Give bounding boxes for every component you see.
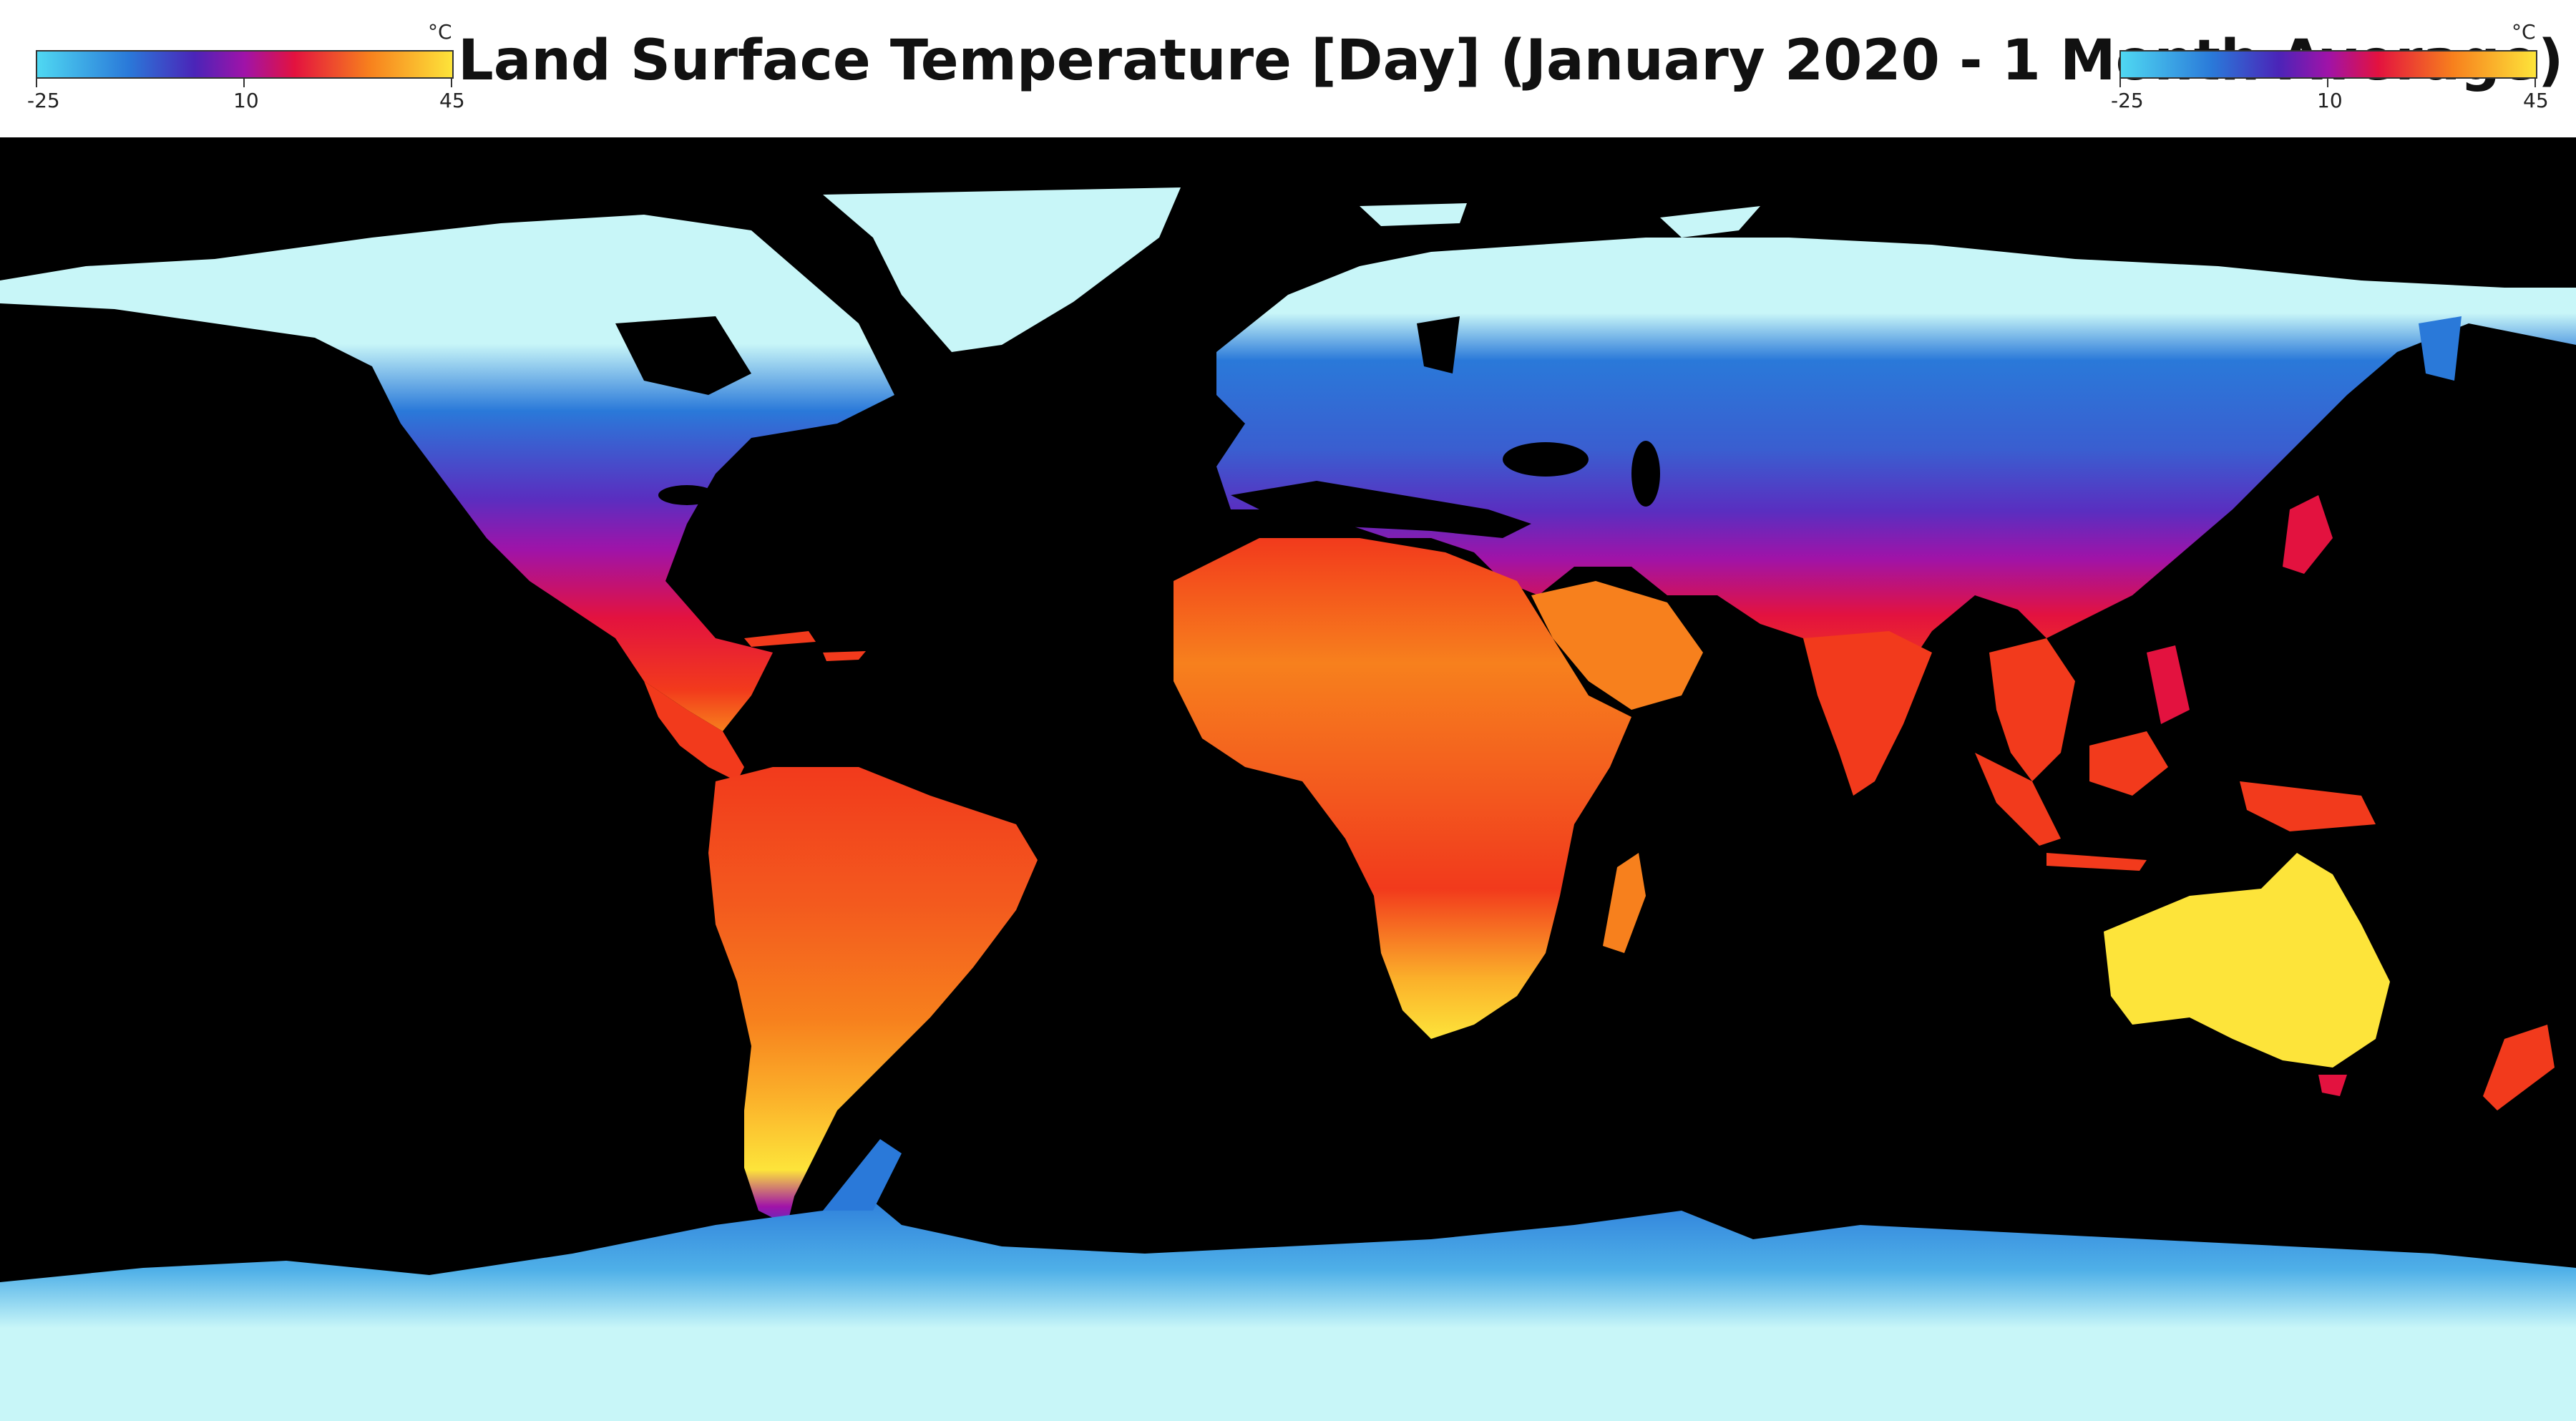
- colorbar-tick: [2119, 77, 2121, 87]
- japan: [2283, 495, 2333, 574]
- colorbar-tick: [451, 77, 452, 87]
- colorbar-mid-label: 10: [233, 89, 259, 112]
- colorbar-right: °C -25 10 45: [2108, 17, 2566, 117]
- madagascar: [1603, 853, 1646, 953]
- map-title: Land Surface Temperature [Day] (January …: [458, 29, 2564, 93]
- java: [2046, 853, 2147, 871]
- tasmania: [2318, 1075, 2347, 1096]
- central-america: [644, 681, 744, 781]
- svalbard: [1360, 203, 1467, 226]
- temperature-map: [0, 137, 2576, 1421]
- colorbar-tick: [36, 77, 37, 87]
- philippines: [2147, 645, 2190, 724]
- new-zealand: [2483, 1025, 2555, 1110]
- novaya-zemlya: [1660, 206, 1760, 238]
- colorbar-unit: °C: [428, 20, 452, 44]
- eurasia: [1216, 238, 2576, 710]
- north-america: [0, 215, 894, 731]
- colorbar-tick: [2327, 77, 2328, 87]
- australia: [2104, 853, 2390, 1068]
- colorbar-gradient: [36, 50, 454, 79]
- africa: [1174, 538, 1631, 1039]
- colorbar-mid-label: 10: [2317, 89, 2343, 112]
- colorbar-max-label: 45: [439, 89, 465, 112]
- borneo: [2089, 731, 2168, 796]
- south-america: [708, 767, 1038, 1225]
- header: °C -25 10 45 Land Surface Temperature [D…: [0, 0, 2576, 137]
- colorbar-left: °C -25 10 45: [24, 17, 482, 117]
- colorbar-unit: °C: [2512, 20, 2536, 44]
- colorbar-tick: [243, 77, 245, 87]
- india: [1803, 631, 1932, 796]
- arabian-peninsula: [1531, 581, 1703, 710]
- sumatra: [1975, 753, 2061, 846]
- greenland: [823, 187, 1181, 352]
- antarctica: [0, 1189, 2576, 1421]
- colorbar-min-label: -25: [2111, 89, 2144, 112]
- colorbar-min-label: -25: [27, 89, 60, 112]
- colorbar-max-label: 45: [2523, 89, 2549, 112]
- colorbar-tick: [2534, 77, 2536, 87]
- new-guinea: [2240, 781, 2376, 831]
- colorbar-gradient: [2119, 50, 2537, 79]
- southeast-asia: [1989, 638, 2075, 781]
